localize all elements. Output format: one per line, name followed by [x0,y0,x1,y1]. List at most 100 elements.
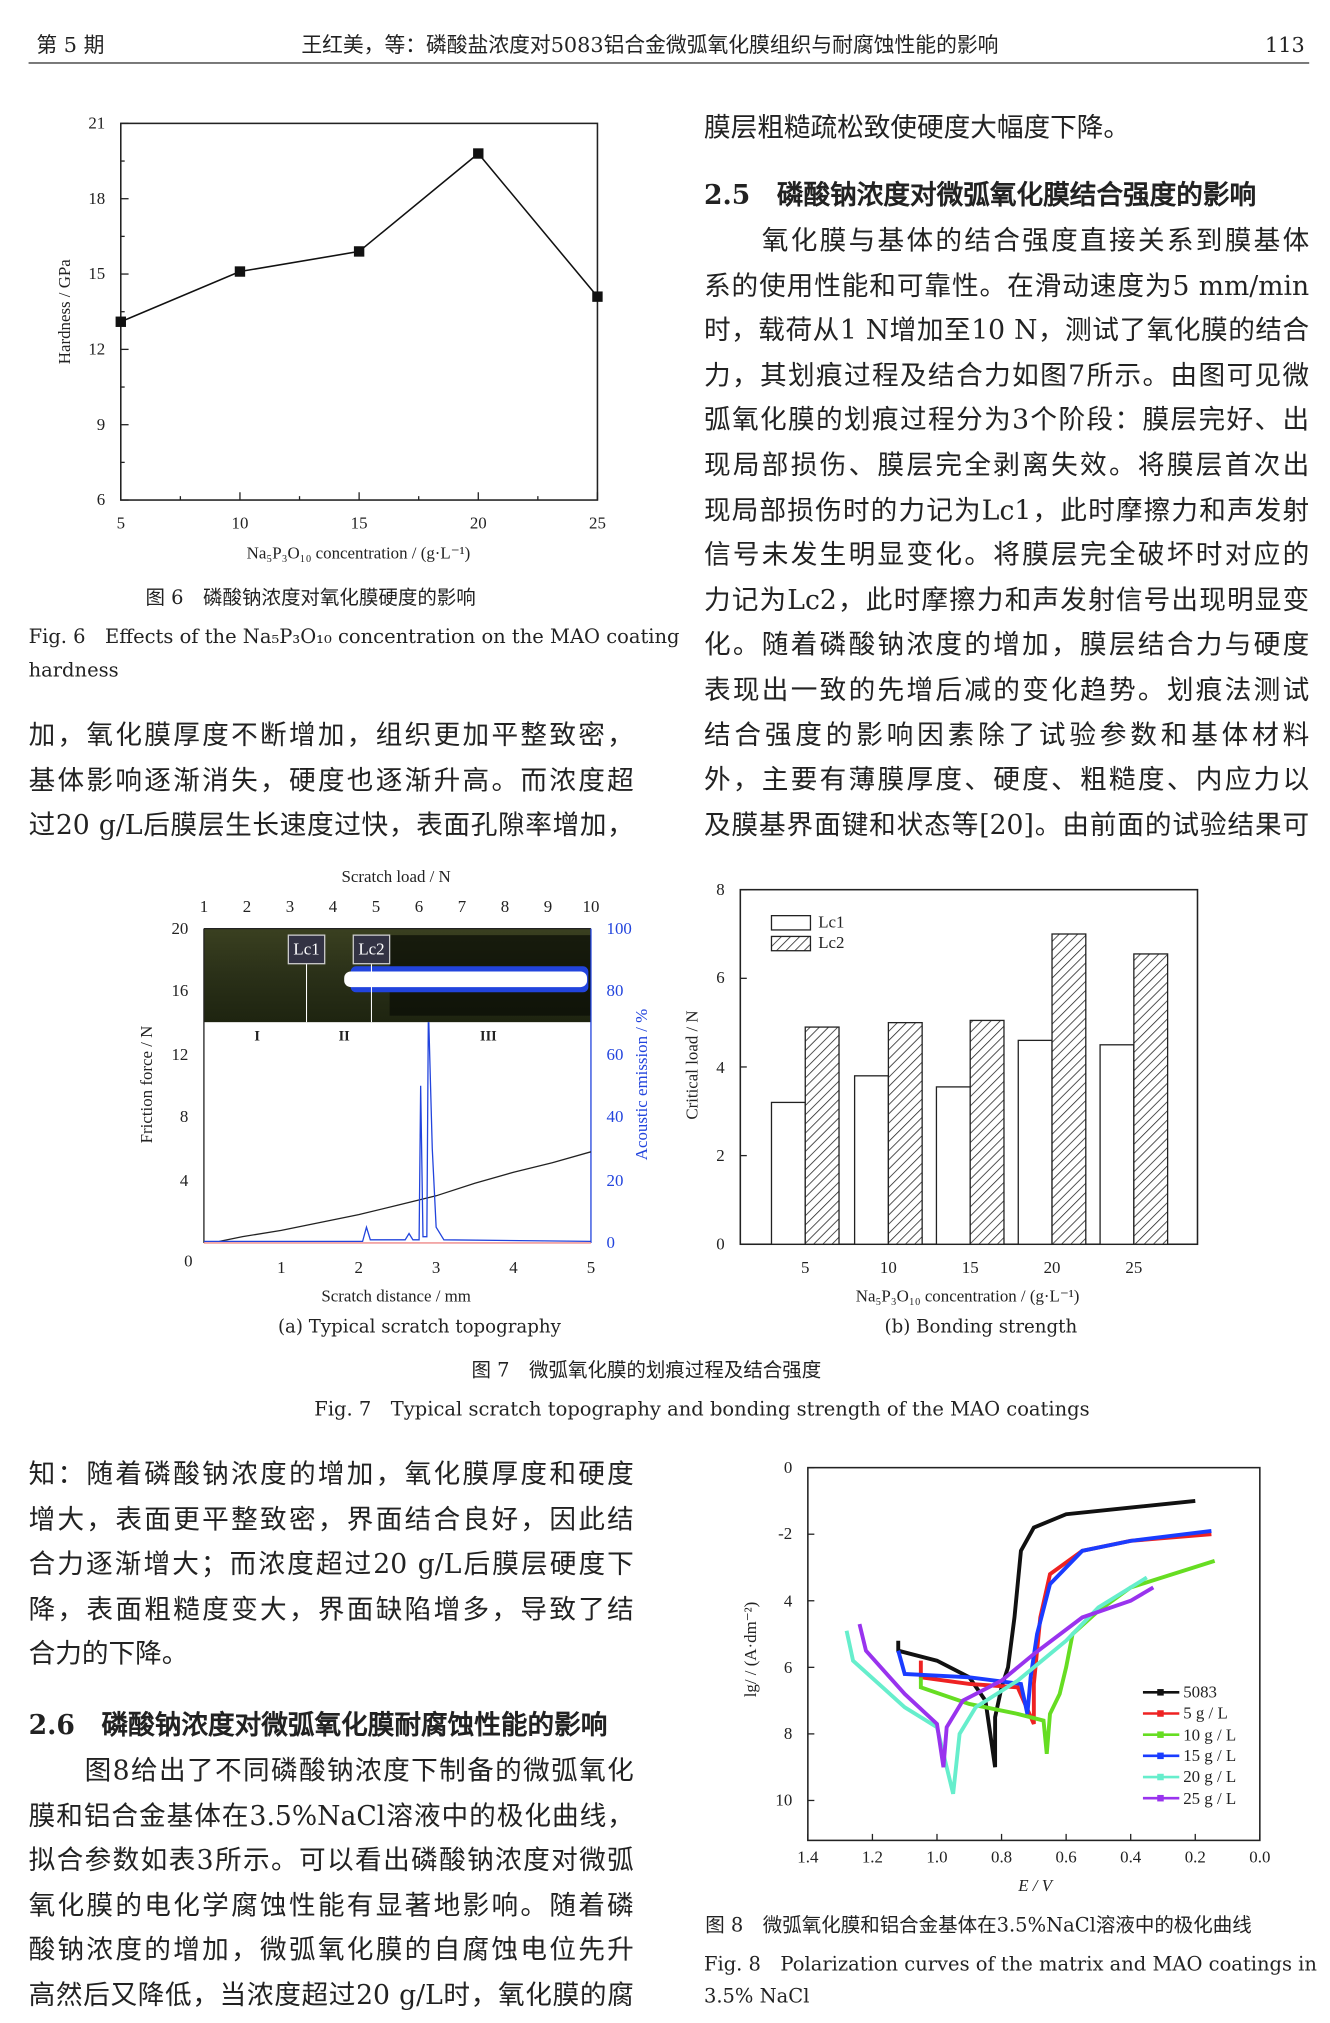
body-text-line: 拟合参数如表3所示。可以看出磷酸钠浓度对微弧 [28,1844,634,1876]
fig8-legend-label: 20 g / L [1183,1766,1237,1787]
legend-label-lc2: Lc2 [818,932,845,953]
fig7a-x-tick-label: 5 [586,1257,596,1277]
fig7a-y-tick-label: 20 [171,918,189,938]
header-rule [28,62,1310,64]
stage-3-label: III [480,1028,497,1045]
body-text-line: 现局部损伤、膜层完全剥离失效。将膜层首次出 [703,449,1310,481]
fig7-caption-en: Fig. 7 Typical scratch topography and bo… [314,1397,1090,1421]
fig8-plot-frame [807,1466,1261,1842]
bar-lc1 [1099,1044,1135,1245]
body-text-line: 合力的下降。 [28,1638,189,1670]
fig7b-y-tick-label: 2 [716,1145,725,1165]
fig7b-x-tick-label: 10 [879,1257,897,1277]
legend-marker [1157,1794,1164,1802]
body-text-line: 膜和铝合金基体在3.5%NaCl溶液中的极化曲线， [28,1799,634,1831]
fig7a-y2-tick-label: 40 [606,1106,624,1127]
body-text-line: 氧化膜的电化学腐蚀性能有显著地影响。随着磷 [28,1889,634,1921]
polarization-curve [844,1575,1148,1795]
fig6-x-tick-label: 20 [469,513,487,533]
fig8-y-tick-label: -2 [778,1523,793,1544]
fig7b-x-axis-label: Na₅P₃O₁₀ concentration / (g·L⁻¹) [855,1285,1080,1306]
body-text-line: 基体影响逐渐消失，硬度也逐渐升高。而浓度超 [28,764,634,796]
fig6-y-tick-label: 15 [88,263,106,284]
body-text-line: 过20 g/L后膜层生长速度过快，表面孔隙率增加， [28,809,634,841]
body-text-line: 表现出一致的先增后减的变化趋势。划痕法测试 [703,674,1310,706]
fig6-y-tick-label: 12 [88,338,106,359]
body-text-line: 力，其划痕过程及结合力如图7所示。由图可见微 [703,359,1310,391]
bar-lc1 [853,1075,890,1245]
fig8-x-tick-label: 0.2 [1184,1846,1206,1867]
fig6-caption-en: Fig. 6 Effects of the Na₅P₃O₁₀ concentra… [28,624,680,649]
fig8-x-tick-label: 0.4 [1120,1846,1142,1867]
page-number: 113 [1265,32,1305,58]
fig6-line [120,152,599,323]
fig6-y-axis-label: Hardness / GPa [54,259,75,365]
body-text-line: 系的使用性能和可靠性。在滑动速度为5 mm/min [703,269,1310,301]
fig6-data-point [592,291,603,302]
body-text-line: 及膜基界面键和状态等[20]。由前面的试验结果可 [703,808,1310,841]
lc1-marker-label: Lc1 [293,939,320,959]
fig7a-y2-tick-label: 80 [606,981,624,1001]
fig7a-subcaption: (a) Typical scratch topography [277,1316,561,1338]
fig7a-y-tick-label: 4 [179,1169,189,1190]
bar-lc2 [969,1019,1005,1245]
fig8-legend-label: 10 g / L [1183,1724,1237,1744]
body-text-line: 结合强度的影响因素除了试验参数和基体材料 [703,719,1310,751]
fig7b-x-tick-label: 15 [961,1257,979,1277]
body-text-line: 图8给出了不同磷酸钠浓度下制备的微弧氧化 [28,1754,634,1786]
fig8-x-tick-label: 0.8 [991,1846,1013,1867]
fig7b-y-tick-label: 0 [716,1233,725,1254]
legend-label-lc1: Lc1 [818,911,845,932]
fig7a-y2-tick-label: 100 [606,918,632,938]
fig7-caption-cn: 图 7 微弧氧化膜的划痕过程及结合强度 [471,1358,822,1382]
fig8-caption-en: Fig. 8 Polarization curves of the matrix… [703,1952,1317,1976]
fig7b-subcaption: (b) Bonding strength [884,1316,1078,1338]
bar-lc2 [1051,933,1087,1245]
fig8-legend-label: 25 g / L [1183,1787,1237,1808]
fig6-x-tick-label: 10 [231,513,249,533]
fig8-y-tick-label: 8 [783,1723,793,1743]
fig7a-y2-tick-label: 60 [606,1043,624,1064]
fig6-y-tick-label: 6 [96,489,106,510]
fig7a-x-tick-label: 3 [431,1257,441,1277]
fig7a-top-tick-label: 5 [371,896,381,916]
legend-marker [1157,1773,1164,1781]
body-text-line: 加，氧化膜厚度不断增加，组织更加平整致密， [28,719,634,751]
section-heading-2-6: 2.6 磷酸钠浓度对微弧氧化膜耐腐蚀性能的影响 [28,1709,608,1741]
fig7a-top-tick-label: 10 [582,896,600,916]
acoustic-emission-curve [203,1022,591,1243]
legend-marker [1157,1752,1164,1760]
fig7a-top-tick-label: 8 [500,896,510,916]
lc1-marker-box [287,934,326,965]
fig6-x-tick-label: 15 [350,513,368,533]
fig8-x-tick-label: 1.2 [861,1846,883,1867]
fig8-legend-label: 5 g / L [1183,1703,1228,1723]
fig8-x-tick-label: 1.4 [797,1846,819,1867]
friction-force-curve [219,1151,591,1243]
fig8-caption-en-2: 3.5% NaCl [703,1984,810,2008]
section-heading-2-5: 2.5 磷酸钠浓度对微弧氧化膜结合强度的影响 [703,179,1257,211]
bar-lc1 [935,1086,971,1245]
body-text-line: 高然后又降低，当浓度超过20 g/L时，氧化膜的腐 [28,1979,634,2011]
fig6-x-axis-label: Na₅P₃O₁₀ concentration / (g·L⁻¹) [246,542,471,563]
lc2-marker-label: Lc2 [358,939,385,959]
legend-swatch-lc2 [770,935,812,952]
fig7b-x-tick-label: 20 [1043,1257,1061,1277]
legend-marker [1157,1689,1164,1696]
fig7a-y-axis-label: Friction force / N [136,1025,156,1144]
fig6-x-tick-label: 5 [116,513,126,533]
fig7a-y-tick-label: 8 [179,1106,189,1127]
body-text-line: 弧氧化膜的划痕过程分为3个阶段：膜层完好、出 [703,404,1310,436]
body-text-line: 时，载荷从1 N增加至10 N，测试了氧化膜的结合 [703,314,1310,346]
bar-lc2 [887,1021,923,1245]
fig8-legend-label: 5083 [1183,1681,1217,1702]
body-text-line: 降，表面粗糙度变大，界面缺陷增多，导致了结 [28,1593,634,1625]
fig7a-x-tick-label: 2 [354,1257,363,1277]
body-text-line: 现局部损伤时的力记为Lc1，此时摩擦力和声发射 [703,494,1310,526]
fig7b-y-axis-label: Critical load / N [681,1010,702,1120]
stage-1-label: I [254,1028,260,1045]
fig7a-top-tick-label: 6 [414,896,424,916]
fig6-x-tick-label: 25 [589,513,606,533]
scratch-track [344,971,588,988]
